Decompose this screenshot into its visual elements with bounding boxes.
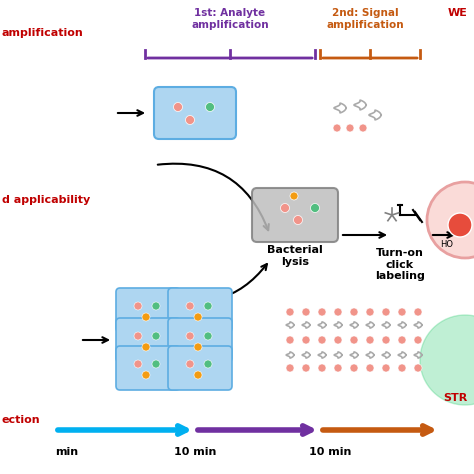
Circle shape: [318, 336, 326, 344]
Circle shape: [382, 308, 390, 316]
Circle shape: [346, 124, 354, 132]
Circle shape: [134, 332, 142, 340]
Circle shape: [152, 360, 160, 368]
Circle shape: [194, 343, 202, 351]
Circle shape: [398, 308, 406, 316]
Circle shape: [204, 302, 212, 310]
FancyBboxPatch shape: [252, 188, 338, 242]
Circle shape: [173, 102, 182, 111]
Circle shape: [281, 203, 290, 212]
Circle shape: [427, 182, 474, 258]
Circle shape: [152, 332, 160, 340]
Circle shape: [286, 308, 294, 316]
Text: min: min: [55, 447, 78, 457]
Text: Turn-on
click
labeling: Turn-on click labeling: [375, 248, 425, 281]
Circle shape: [142, 371, 150, 379]
Circle shape: [334, 364, 342, 372]
Text: 10 min: 10 min: [309, 447, 351, 457]
FancyBboxPatch shape: [116, 346, 180, 390]
Circle shape: [414, 336, 422, 344]
Circle shape: [334, 308, 342, 316]
Circle shape: [194, 313, 202, 321]
Text: STR: STR: [444, 393, 468, 403]
Circle shape: [318, 308, 326, 316]
Circle shape: [302, 364, 310, 372]
Circle shape: [186, 332, 194, 340]
Circle shape: [204, 332, 212, 340]
Circle shape: [302, 308, 310, 316]
Circle shape: [414, 364, 422, 372]
Circle shape: [310, 203, 319, 212]
Circle shape: [142, 343, 150, 351]
Circle shape: [134, 360, 142, 368]
Circle shape: [286, 336, 294, 344]
Circle shape: [414, 308, 422, 316]
Circle shape: [366, 336, 374, 344]
FancyBboxPatch shape: [116, 318, 180, 362]
FancyBboxPatch shape: [168, 318, 232, 362]
FancyBboxPatch shape: [168, 346, 232, 390]
Circle shape: [420, 315, 474, 405]
Circle shape: [350, 336, 358, 344]
Circle shape: [186, 360, 194, 368]
Text: WE: WE: [448, 8, 468, 18]
Circle shape: [382, 364, 390, 372]
FancyBboxPatch shape: [154, 87, 236, 139]
Circle shape: [398, 364, 406, 372]
Text: 10 min: 10 min: [174, 447, 216, 457]
Circle shape: [194, 371, 202, 379]
Circle shape: [185, 116, 194, 125]
Circle shape: [366, 364, 374, 372]
Circle shape: [448, 213, 472, 237]
Circle shape: [186, 302, 194, 310]
Text: 1st: Analyte
amplification: 1st: Analyte amplification: [191, 8, 269, 29]
FancyBboxPatch shape: [168, 288, 232, 332]
Text: HO: HO: [440, 240, 453, 249]
Circle shape: [366, 308, 374, 316]
Text: amplification: amplification: [2, 28, 84, 38]
Circle shape: [206, 102, 215, 111]
Circle shape: [142, 313, 150, 321]
Circle shape: [134, 302, 142, 310]
Text: ection: ection: [2, 415, 41, 425]
Circle shape: [334, 336, 342, 344]
Circle shape: [382, 336, 390, 344]
Circle shape: [204, 360, 212, 368]
Text: Bacterial
lysis: Bacterial lysis: [267, 245, 323, 266]
Text: d applicability: d applicability: [2, 195, 90, 205]
Circle shape: [398, 336, 406, 344]
Circle shape: [286, 364, 294, 372]
Circle shape: [318, 364, 326, 372]
Circle shape: [350, 308, 358, 316]
Circle shape: [290, 192, 298, 200]
Circle shape: [152, 302, 160, 310]
FancyBboxPatch shape: [116, 288, 180, 332]
Circle shape: [350, 364, 358, 372]
Circle shape: [293, 216, 302, 225]
Text: 2nd: Signal
amplification: 2nd: Signal amplification: [326, 8, 404, 29]
Circle shape: [359, 124, 367, 132]
Circle shape: [302, 336, 310, 344]
Circle shape: [333, 124, 341, 132]
